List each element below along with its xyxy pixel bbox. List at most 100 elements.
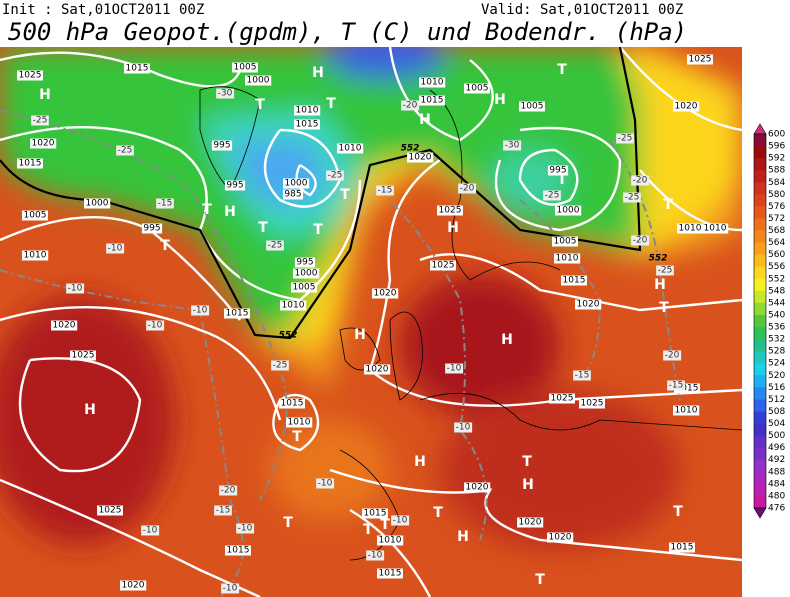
pressure-center: T <box>255 97 265 113</box>
temperature-label-box <box>266 240 284 251</box>
colorbar-swatch <box>754 242 766 256</box>
pressure-center: H <box>522 477 534 493</box>
contour-label: 552 <box>279 331 298 341</box>
isobar-label-box <box>211 140 233 151</box>
temperature-label: -25 <box>273 361 288 371</box>
pressure-center: T <box>557 62 567 78</box>
isobar-label: 1010 <box>282 301 305 311</box>
colorbar-swatch <box>754 435 766 449</box>
temperature-label: -25 <box>33 116 48 126</box>
colorbar-label: 592 <box>768 154 785 164</box>
isobar-label-box <box>224 308 250 319</box>
isobar-label-box <box>291 282 317 293</box>
colorbar-label: 488 <box>768 467 785 477</box>
isobar-label: 1010 <box>288 418 311 428</box>
pressure-center: H <box>494 92 506 108</box>
isobar-label: 1020 <box>122 581 145 591</box>
isobar-label-box <box>419 95 445 106</box>
temperature-label: -20 <box>403 101 418 111</box>
colorbar-swatch <box>754 278 766 292</box>
isobar-label: 1020 <box>466 483 489 493</box>
colorbar-top-arrow <box>753 123 767 135</box>
isobar-label: 1000 <box>285 179 308 189</box>
init-time: Init : Sat,01OCT2011 00Z <box>2 2 204 18</box>
isobar-label-box <box>294 119 320 130</box>
temperature-label: -25 <box>118 146 133 156</box>
isobar-label-box <box>673 101 700 112</box>
isobar-label: 1015 <box>671 543 694 553</box>
pressure-center: H <box>39 87 51 103</box>
temperature-label: -25 <box>268 241 283 251</box>
isobar-label: 1010 <box>421 78 444 88</box>
temperature-label: -10 <box>108 244 123 254</box>
temperature-label-box <box>31 115 49 126</box>
colorbar-label: 500 <box>768 431 785 441</box>
colorbar-swatch <box>754 363 766 376</box>
isobar-label: 1010 <box>296 106 319 116</box>
temperature-label-box <box>326 170 344 181</box>
temperature-label: -10 <box>393 516 408 526</box>
colorbar-swatch <box>754 290 766 304</box>
colorbar-swatch <box>754 194 766 207</box>
temperature-label-box <box>616 133 634 144</box>
temperature-label-box <box>391 515 410 526</box>
isobar-label: 1005 <box>293 283 316 293</box>
isobar-label: 995 <box>226 181 243 191</box>
temperature-label: -10 <box>318 479 333 489</box>
temperature-label-box <box>663 350 682 361</box>
pressure-center: H <box>312 65 324 81</box>
isobar-label: 1015 <box>421 96 444 106</box>
isobar-label-box <box>419 77 446 88</box>
isobar-label-box <box>549 393 575 404</box>
isobar-label: 1015 <box>379 569 402 579</box>
isobar-label-box <box>225 545 251 556</box>
isobar-label: 1020 <box>32 139 55 149</box>
temperature-label-box <box>146 320 165 331</box>
colorbar-frame <box>753 133 767 509</box>
pressure-center: T <box>363 522 373 538</box>
isobar-label: 1010 <box>24 251 47 261</box>
temperature-label: -25 <box>658 266 673 276</box>
colorbar-label: 476 <box>768 504 785 514</box>
temperature-label: -25 <box>625 193 640 203</box>
isobar-label-box <box>293 268 320 279</box>
isobar-label: 1025 <box>432 261 455 271</box>
temperature-label-box <box>106 243 125 254</box>
temperature-label: -20 <box>665 351 680 361</box>
isobar-label-box <box>17 158 43 169</box>
colorbar-label: 600 <box>768 130 785 140</box>
isobar-label: 1005 <box>24 211 47 221</box>
temperature-label: -25 <box>328 171 343 181</box>
isobar-label: 1005 <box>234 63 257 73</box>
colorbar-swatch <box>754 411 766 425</box>
temperature-label: -20 <box>460 184 475 194</box>
colorbar-label: 576 <box>768 202 785 212</box>
colorbar-swatch <box>754 351 766 364</box>
colorbar-label: 556 <box>768 262 785 272</box>
isobar-label: 1015 <box>563 276 586 286</box>
isobar-label: 1000 <box>86 199 109 209</box>
colorbar-label: 540 <box>768 310 785 320</box>
isobar-label: 1025 <box>581 399 604 409</box>
temperature-label: -30 <box>218 89 233 99</box>
temperature-label-box <box>236 523 255 534</box>
pressure-center: T <box>535 572 545 588</box>
isobar-label-box <box>677 223 704 234</box>
colorbar-label: 548 <box>768 286 785 296</box>
colorbar-swatch <box>754 423 766 437</box>
colorbar-swatch <box>754 375 766 388</box>
temperature-label-box <box>219 485 238 496</box>
colorbar-label: 580 <box>768 190 785 200</box>
pressure-center: T <box>659 300 669 316</box>
pressure-center: H <box>447 220 459 236</box>
temperature-label-box <box>214 505 232 516</box>
isobar-label-box <box>579 398 605 409</box>
temperature-label: -10 <box>193 306 208 316</box>
colorbar-label: 584 <box>768 178 785 188</box>
isobar-label-box <box>674 383 700 394</box>
colorbar-label: 536 <box>768 323 785 333</box>
temperature-label-box <box>271 360 289 371</box>
isobar-label-box <box>547 532 574 543</box>
colorbar-swatch <box>754 206 766 219</box>
